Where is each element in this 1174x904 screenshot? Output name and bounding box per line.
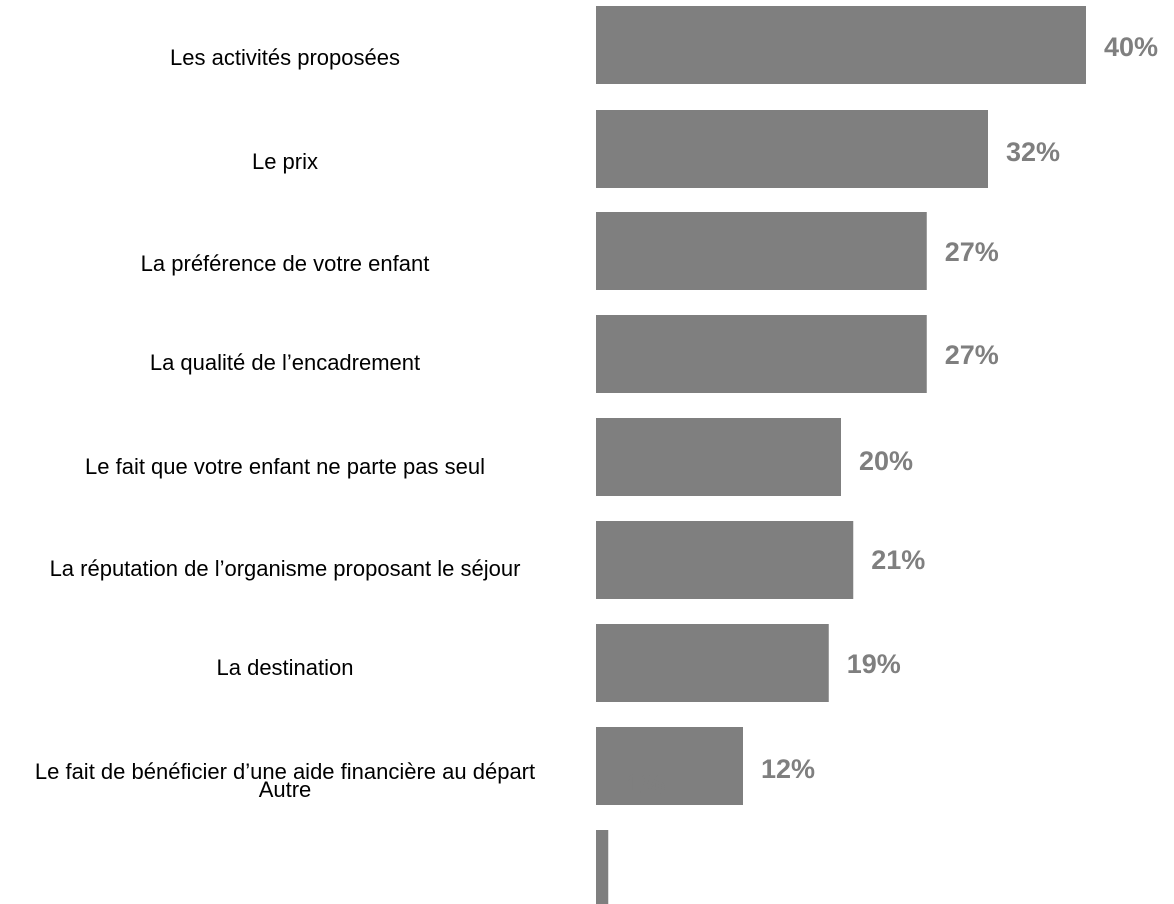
bar: [596, 212, 927, 290]
value-label: 27%: [945, 237, 999, 267]
bar: [596, 110, 988, 188]
category-label: La réputation de l’organisme proposant l…: [49, 556, 521, 581]
category-label: Le fait que votre enfant ne parte pas se…: [85, 454, 485, 479]
bar: [596, 418, 841, 496]
bar: [596, 315, 927, 393]
bar: [596, 521, 854, 599]
category-label: Le prix: [251, 149, 319, 174]
category-label: Les activités proposées: [170, 45, 400, 70]
category-label: La qualité de l’encadrement: [149, 350, 421, 375]
value-label: 19%: [847, 649, 901, 679]
value-label: 1%: [626, 769, 665, 799]
value-label: 27%: [945, 340, 999, 370]
value-label: 20%: [859, 446, 913, 476]
bar: [596, 624, 829, 702]
bar: [596, 6, 1086, 84]
bar: [596, 830, 609, 904]
category-label: Le fait de bénéficier d’une aide financi…: [34, 759, 536, 784]
value-label: 12%: [761, 754, 815, 784]
category-label: Autre: [258, 777, 312, 802]
value-label: 21%: [871, 545, 925, 575]
value-label: 32%: [1006, 137, 1060, 167]
category-label: La destination: [216, 655, 354, 680]
category-label: La préférence de votre enfant: [140, 251, 430, 276]
value-label: 40%: [1104, 32, 1158, 62]
bar: [596, 727, 743, 805]
